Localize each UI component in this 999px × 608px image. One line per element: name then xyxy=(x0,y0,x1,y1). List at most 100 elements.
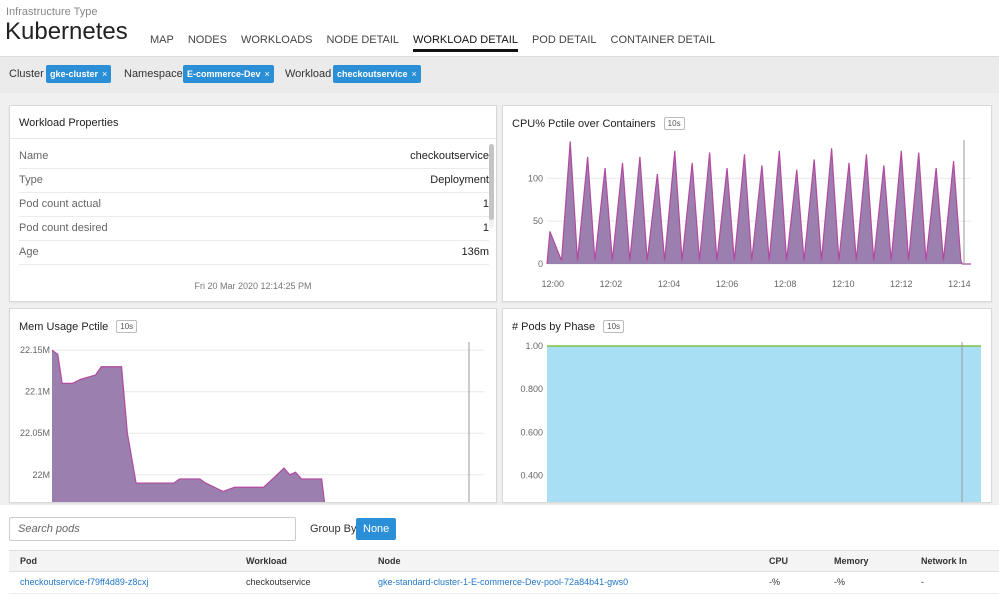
group-by-label: Group By xyxy=(310,523,357,535)
property-key: Name xyxy=(19,150,49,162)
resolution-badge: 10s xyxy=(663,117,685,130)
cluster-filter-chip[interactable]: gke-cluster × xyxy=(46,65,112,83)
properties-scrollbar[interactable] xyxy=(489,144,494,228)
table-row: checkoutservice-f79ff4d89-z8cxj checkout… xyxy=(9,571,999,594)
pods-chart: 00.2000.4000.6000.8001.0012:0012:0212:04… xyxy=(520,341,981,502)
cpu-chart-card: CPU% Pctile over Containers 10s 0 50 100 12:… xyxy=(502,105,992,302)
workload-filter-label: Workload xyxy=(285,68,332,80)
series-area xyxy=(52,350,325,502)
cluster-filter-value: gke-cluster xyxy=(50,69,99,79)
series-area xyxy=(547,346,981,502)
y-tick-label: 22M xyxy=(32,470,50,480)
workload-properties-title: Workload Properties xyxy=(19,117,119,129)
remove-cluster-filter-icon[interactable]: × xyxy=(102,69,108,79)
column-header-node[interactable]: Node xyxy=(378,556,401,566)
property-value: 1 xyxy=(482,198,489,210)
x-tick-label: 12:12 xyxy=(890,279,913,289)
namespace-filter-value: E-commerce-Dev xyxy=(187,69,261,79)
property-value: Deployment xyxy=(430,174,489,186)
pods-chart-title: # Pods by Phase 10s xyxy=(512,320,625,333)
divider xyxy=(10,138,496,139)
dashboard-area: Workload Properties Name checkoutservice … xyxy=(0,93,999,505)
tab-workload-detail[interactable]: WORKLOAD DETAIL xyxy=(413,34,518,52)
y-tick-label: 22.1M xyxy=(25,387,50,397)
x-tick-label: 12:14 xyxy=(948,279,971,289)
series-line xyxy=(51,349,326,502)
resolution-badge: 10s xyxy=(603,320,625,333)
namespace-filter-chip[interactable]: E-commerce-Dev × xyxy=(183,65,274,83)
x-tick-label: 12:10 xyxy=(832,279,855,289)
tab-map[interactable]: MAP xyxy=(150,34,174,46)
x-tick-label: 12:04 xyxy=(658,279,681,289)
group-by-none-button[interactable]: None xyxy=(356,518,397,540)
column-header-cpu[interactable]: CPU xyxy=(769,556,789,566)
network-in-cell: - xyxy=(921,577,924,587)
tab-node-detail[interactable]: NODE DETAIL xyxy=(326,34,400,46)
y-tick-label: 1.00 xyxy=(525,341,543,351)
property-row: Pod count actual 1 xyxy=(19,193,489,217)
resolution-badge: 10s xyxy=(116,320,138,333)
mem-chart: 21.9M21.95M22M22.05M22.1M22.15M12:0012:0… xyxy=(20,342,484,502)
cpu-cell: -% xyxy=(769,577,780,587)
workload-filter-value: checkoutservice xyxy=(337,69,408,79)
property-value: 136m xyxy=(461,246,489,258)
cpu-chart: 0 50 100 12:00 12:02 12:04 12:06 12:08 12:10 12:1… xyxy=(528,140,971,289)
column-header-workload[interactable]: Workload xyxy=(246,556,287,566)
y-tick-label: 0.800 xyxy=(520,384,543,394)
tab-workloads[interactable]: WORKLOADS xyxy=(240,34,313,46)
y-tick-label: 0 xyxy=(538,259,543,269)
tab-bar: MAP NODES WORKLOADS NODE DETAIL WORKLOAD… xyxy=(150,34,729,52)
properties-timestamp: Fri 20 Mar 2020 12:14:25 PM xyxy=(194,281,312,291)
property-key: Pod count actual xyxy=(19,198,101,210)
page-title: Kubernetes xyxy=(5,18,128,45)
x-tick-label: 12:02 xyxy=(600,279,623,289)
property-value: 1 xyxy=(482,222,489,234)
property-row: Age 136m xyxy=(19,241,489,265)
node-name-link[interactable]: gke-standard-cluster-1-E-commerce-Dev-po… xyxy=(378,577,629,587)
mem-chart-title: Mem Usage Pctile 10s xyxy=(19,320,138,333)
y-tick-label: 22.15M xyxy=(20,345,50,355)
property-key: Type xyxy=(19,174,43,186)
column-header-memory[interactable]: Memory xyxy=(834,556,869,566)
tab-container-detail[interactable]: CONTAINER DETAIL xyxy=(610,34,716,46)
filter-bar: Cluster gke-cluster × Namespace E-commerc… xyxy=(0,56,999,94)
property-key: Pod count desired xyxy=(19,222,108,234)
x-tick-label: 12:00 xyxy=(542,279,565,289)
cpu-chart-title-text: CPU% Pctile over Containers xyxy=(512,118,656,130)
namespace-filter-label: Namespace xyxy=(124,68,183,80)
tab-pod-detail[interactable]: POD DETAIL xyxy=(531,34,597,46)
column-header-pod[interactable]: Pod xyxy=(20,556,37,566)
tab-nodes[interactable]: NODES xyxy=(187,34,227,46)
property-value: checkoutservice xyxy=(410,150,489,162)
workload-properties-card: Workload Properties Name checkoutservice … xyxy=(9,105,497,302)
remove-workload-filter-icon[interactable]: × xyxy=(411,69,417,79)
y-tick-label: 0.600 xyxy=(520,427,543,437)
property-row: Pod count desired 1 xyxy=(19,217,489,241)
x-tick-label: 12:06 xyxy=(716,279,739,289)
mem-chart-title-text: Mem Usage Pctile xyxy=(19,321,109,333)
y-tick-label: 50 xyxy=(533,216,543,226)
page-subtitle: Infrastructure Type xyxy=(6,6,98,18)
workload-filter-chip[interactable]: checkoutservice × xyxy=(333,65,421,83)
workload-cell: checkoutservice xyxy=(246,577,311,587)
property-row: Type Deployment xyxy=(19,169,489,193)
y-tick-label: 0.400 xyxy=(520,471,543,481)
property-key: Age xyxy=(19,246,39,258)
y-tick-label: 100 xyxy=(528,173,543,183)
pod-name-link[interactable]: checkoutservice-f79ff4d89-z8cxj xyxy=(20,577,149,587)
y-tick-label: 22.05M xyxy=(20,428,50,438)
property-row: Name checkoutservice xyxy=(19,145,489,169)
memory-cell: -% xyxy=(834,577,845,587)
pods-chart-title-text: # Pods by Phase xyxy=(512,321,596,333)
cluster-filter-label: Cluster xyxy=(9,68,44,80)
column-header-network-in[interactable]: Network In xyxy=(921,556,968,566)
cpu-chart-title: CPU% Pctile over Containers 10s xyxy=(512,117,685,130)
remove-namespace-filter-icon[interactable]: × xyxy=(264,69,270,79)
x-tick-label: 12:08 xyxy=(774,279,797,289)
search-pods-input[interactable] xyxy=(9,517,296,541)
pod-table-header: Pod Workload Node CPU Memory Network In xyxy=(9,550,999,572)
scrollbar-thumb[interactable] xyxy=(489,144,494,220)
series-line xyxy=(546,141,971,265)
